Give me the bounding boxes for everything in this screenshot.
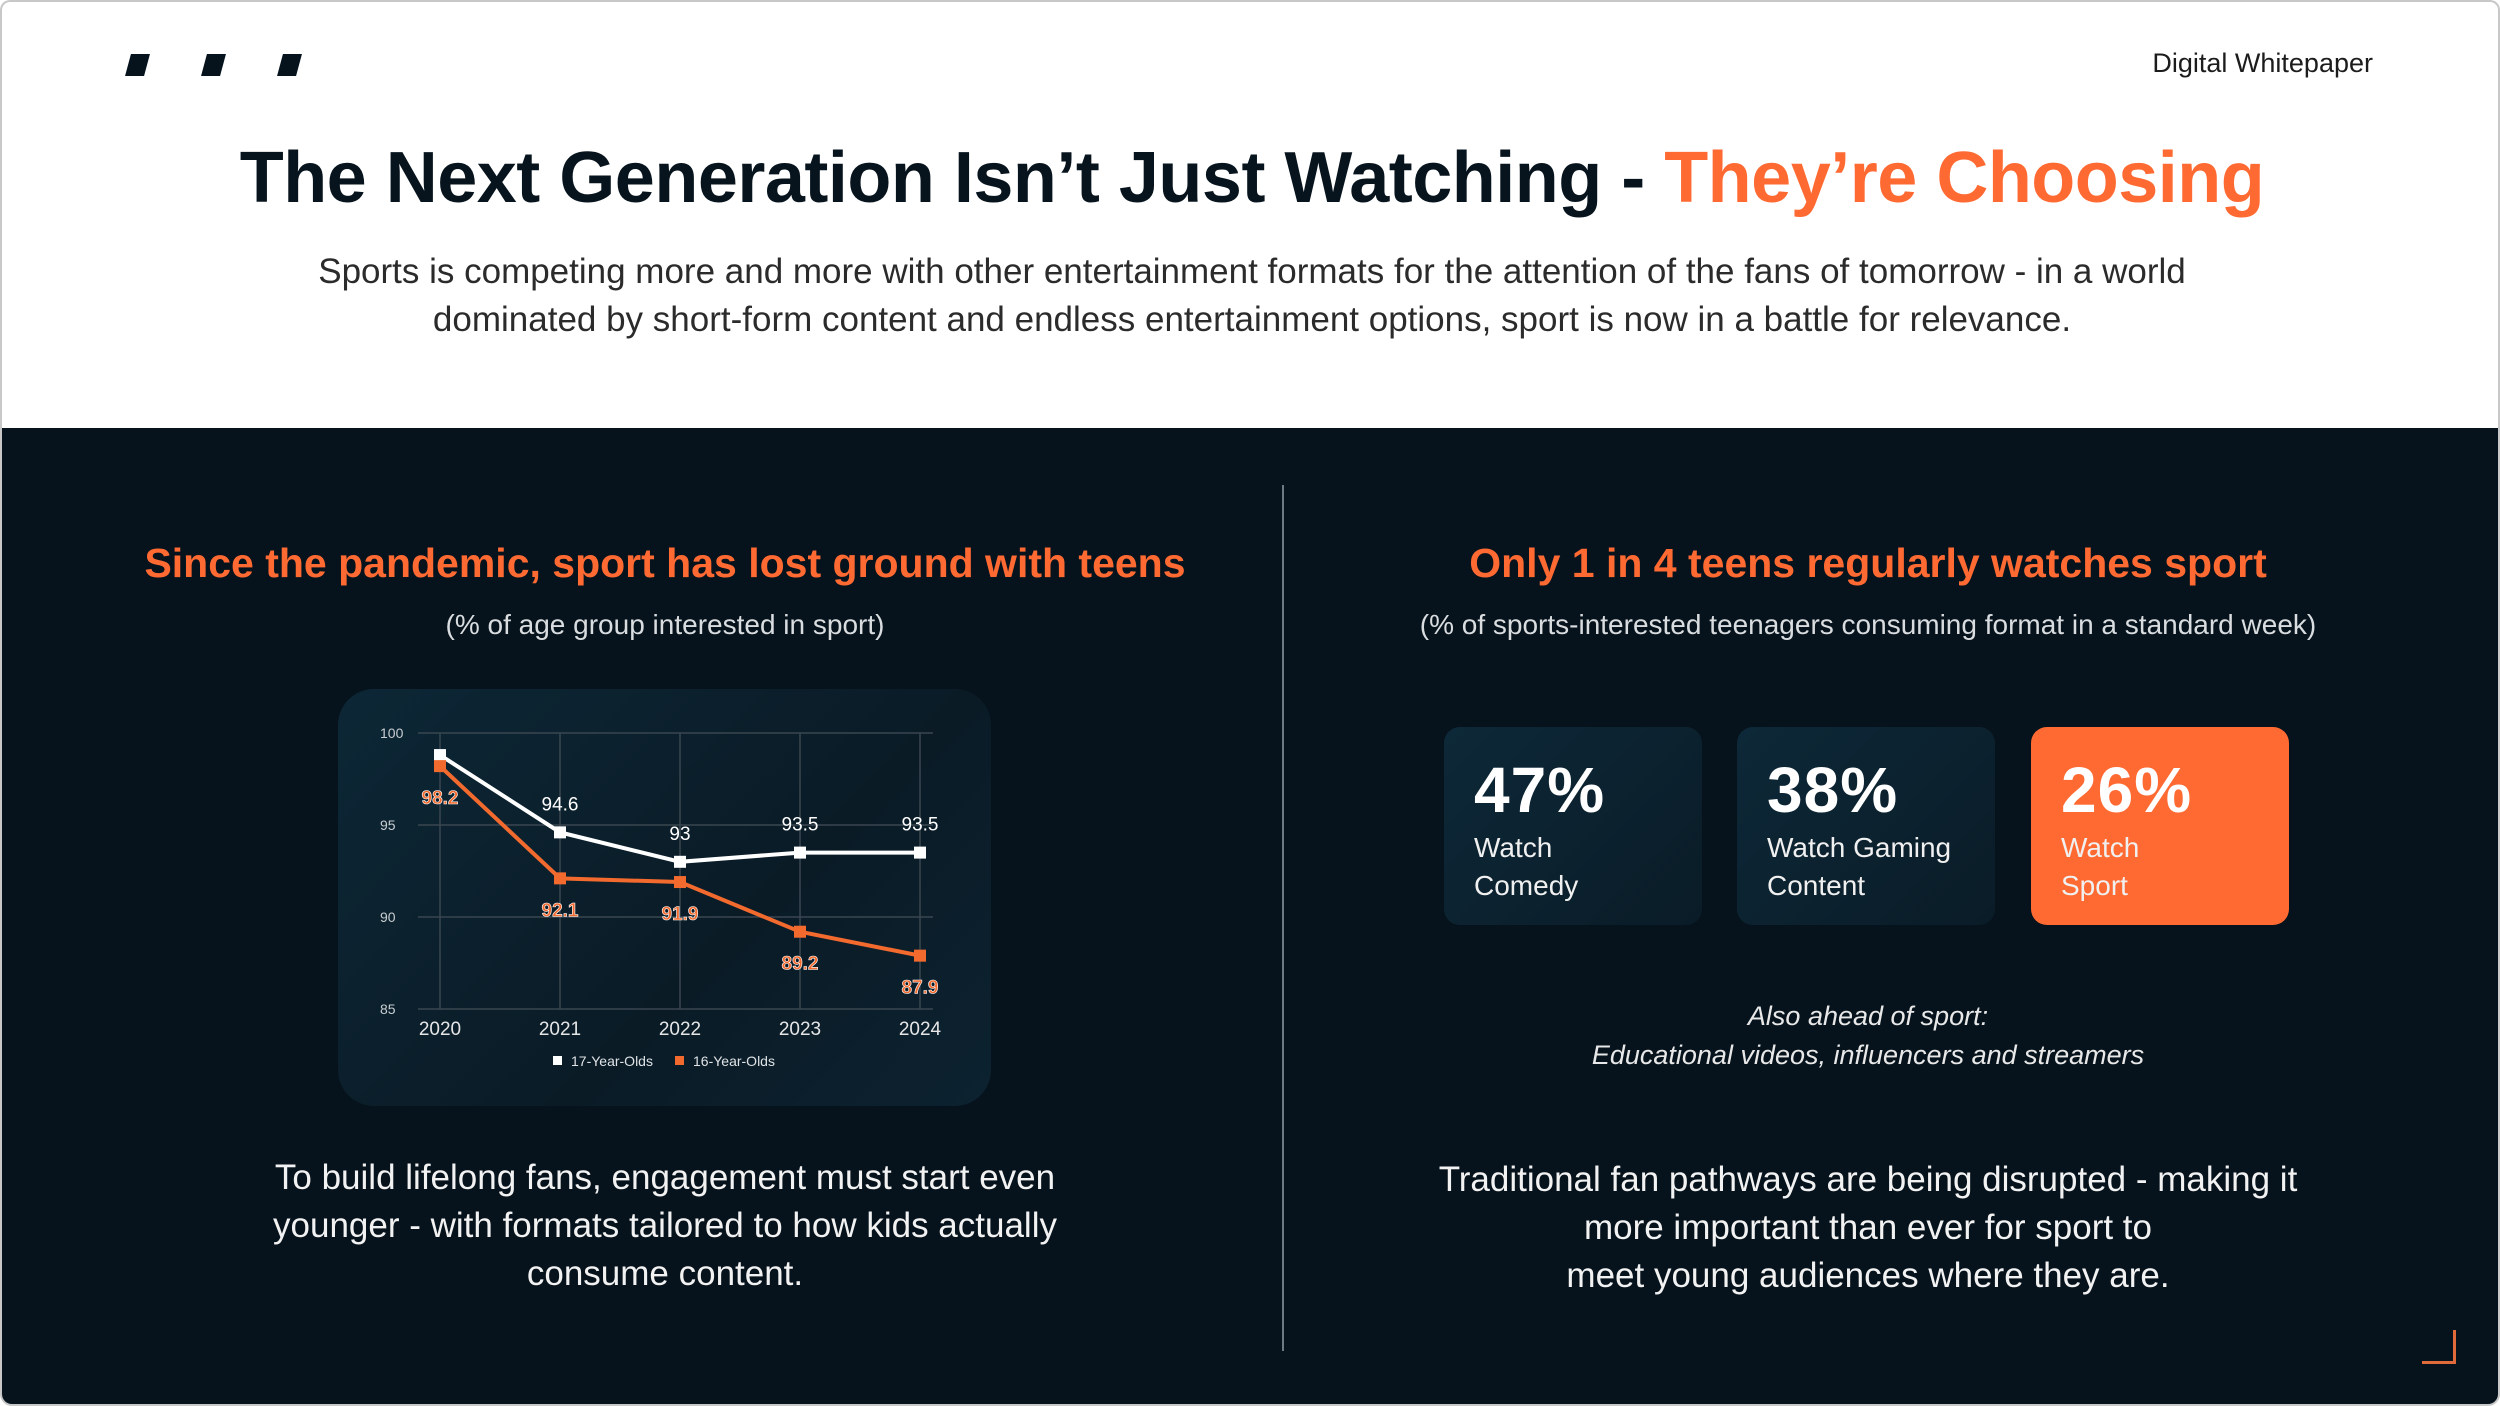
stat-label: Watch Comedy [1474, 832, 1579, 901]
x-tick-label: 2024 [899, 1019, 942, 1040]
note-line: Educational videos, influencers and stre… [1591, 1040, 2145, 1070]
column-divider [1282, 485, 1284, 1351]
legend-label: 16-Year-Olds [693, 1053, 775, 1069]
also-ahead-note: Also ahead of sport: Educational videos,… [1468, 997, 2268, 1075]
data-point [434, 749, 446, 762]
left-body-text: To build lifelong fans, engagement must … [165, 1154, 1165, 1298]
title-highlight: They’re Choosing [1664, 138, 2265, 218]
line-chart: 85 90 95 100 2020 2021 2022 2023 2024 94.6 93 93.5 9… [380, 725, 942, 1069]
header-section: Digital Whitepaper The Next Generation I… [0, 0, 2500, 428]
brand-logo-icon [124, 54, 314, 78]
body-line: younger - with formats tailored to how k… [273, 1206, 1057, 1245]
data-label: 93.5 [902, 815, 939, 836]
stat-value: 26% [2061, 754, 2193, 826]
stat-label: Watch Gaming Content [1767, 832, 1952, 901]
data-label: 91.9 [662, 904, 699, 925]
legend-marker [675, 1056, 684, 1065]
right-subheading: (% of sports-interested teenagers consum… [1419, 609, 2317, 640]
body-line: more important than ever for sport to [1583, 1208, 2153, 1247]
data-point [914, 949, 926, 962]
page-subtitle: Sports is competing more and more with o… [318, 252, 2186, 339]
data-label: 89.2 [782, 954, 819, 975]
corner-bracket-icon [2422, 1330, 2456, 1364]
data-label: 92.1 [542, 900, 579, 921]
data-point [554, 872, 566, 885]
page-title: The Next Generation Isn’t Just Watching … [2, 137, 2500, 219]
body-line: Traditional fan pathways are being disru… [1438, 1160, 2298, 1199]
left-subheading: (% of age group interested in sport) [445, 609, 885, 640]
y-tick-label: 95 [380, 817, 396, 833]
data-label: 93 [669, 824, 690, 845]
x-tick-label: 2022 [659, 1019, 701, 1040]
data-point [794, 925, 806, 938]
x-tick-label: 2020 [419, 1019, 461, 1040]
data-point [554, 826, 566, 839]
y-tick-label: 90 [380, 909, 396, 925]
left-heading: Since the pandemic, sport has lost groun… [144, 540, 1186, 586]
data-point [674, 876, 686, 889]
body-line: consume content. [526, 1254, 804, 1293]
stat-value: 47% [1474, 754, 1606, 826]
stat-value: 38% [1767, 754, 1899, 826]
data-point [674, 855, 686, 868]
y-tick-label: 100 [380, 725, 404, 741]
title-main: The Next Generation Isn’t Just Watching … [239, 138, 1665, 218]
data-label: 93.5 [782, 815, 819, 836]
stat-card-sport: 26% Watch Sport [2031, 727, 2289, 925]
stat-card-comedy: 47% Watch Comedy [1444, 727, 1702, 925]
data-label: 98.2 [422, 788, 459, 809]
body-line: meet young audiences where they are. [1566, 1256, 2170, 1295]
stat-label: Watch Sport [2061, 832, 2140, 901]
x-tick-label: 2021 [539, 1019, 581, 1040]
stat-card-gaming: 38% Watch Gaming Content [1737, 727, 1995, 925]
body-line: To build lifelong fans, engagement must … [274, 1158, 1056, 1197]
x-tick-label: 2023 [779, 1019, 821, 1040]
right-heading: Only 1 in 4 teens regularly watches spor… [1469, 540, 2267, 586]
right-body-text: Traditional fan pathways are being disru… [1368, 1156, 2368, 1300]
data-point [794, 846, 806, 859]
legend-label: 17-Year-Olds [571, 1053, 653, 1069]
data-label: 87.9 [902, 978, 939, 999]
data-point [434, 760, 446, 773]
note-line: Also ahead of sport: [1747, 1001, 1989, 1031]
document-label: Digital Whitepaper [2152, 48, 2373, 78]
legend-marker [553, 1056, 562, 1065]
data-point [914, 846, 926, 859]
chart-panel: 85 90 95 100 2020 2021 2022 2023 2024 94.6 93 93.5 9… [338, 689, 991, 1106]
data-label: 94.6 [542, 794, 579, 815]
y-tick-label: 85 [380, 1001, 396, 1017]
